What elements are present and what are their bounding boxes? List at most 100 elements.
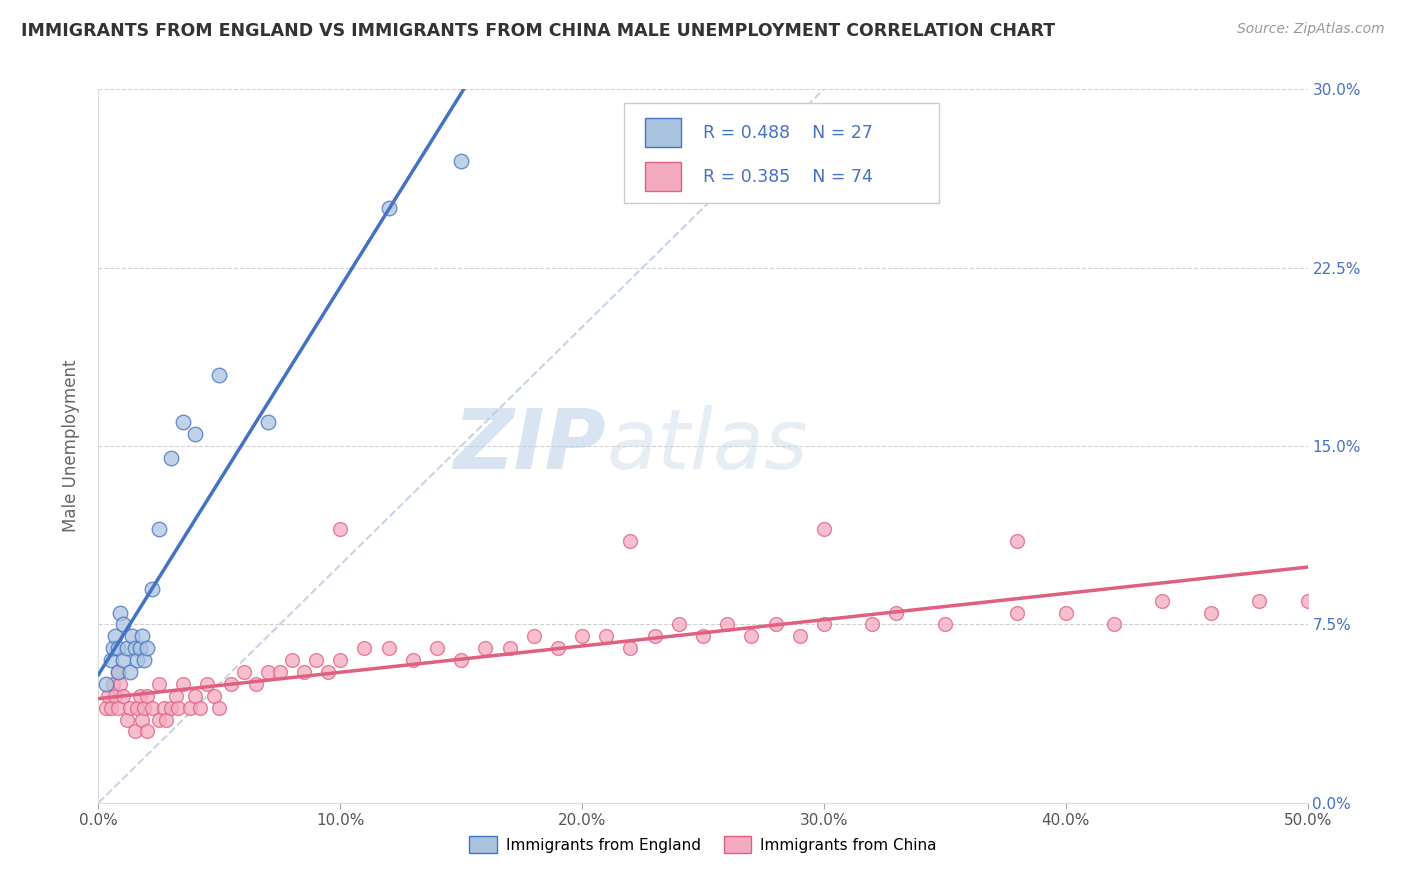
Point [100, 653, 122, 667]
Point [135, 724, 157, 739]
Point [127, 653, 149, 667]
Point [269, 665, 291, 679]
Point [167, 700, 190, 714]
Point [172, 677, 194, 691]
Legend: Immigrants from England, Immigrants from China: Immigrants from England, Immigrants from… [463, 830, 943, 859]
Point [131, 629, 153, 643]
Point [329, 653, 352, 667]
Point [128, 641, 150, 656]
Point [547, 641, 569, 656]
Point [101, 641, 124, 656]
Point [619, 641, 641, 656]
Point [179, 700, 201, 714]
Point [571, 629, 593, 643]
Point [813, 522, 835, 536]
Bar [645, 162, 682, 191]
Point [118, 700, 141, 714]
Point [221, 677, 243, 691]
Point [232, 665, 254, 679]
Point [148, 713, 170, 727]
Point [101, 677, 124, 691]
Point [94, 700, 117, 714]
Point [934, 617, 956, 632]
Y-axis label: Male Unemployment: Male Unemployment [62, 359, 80, 533]
Point [148, 677, 170, 691]
Point [141, 700, 163, 714]
Point [316, 665, 339, 679]
Point [450, 653, 472, 667]
Point [1296, 593, 1319, 607]
Point [256, 415, 278, 429]
Point [124, 641, 146, 656]
Point [195, 677, 218, 691]
Point [886, 606, 908, 620]
Point [127, 700, 149, 714]
Point [523, 629, 546, 643]
Point [165, 689, 187, 703]
Point [124, 724, 146, 739]
Point [208, 368, 231, 382]
Point [860, 617, 883, 632]
Point [1007, 534, 1029, 549]
Point [134, 700, 156, 714]
Point [184, 689, 207, 703]
Point [208, 700, 231, 714]
Point [117, 713, 139, 727]
Point [184, 427, 207, 442]
Point [107, 641, 129, 656]
Point [619, 534, 641, 549]
Point [128, 689, 150, 703]
Point [148, 522, 170, 536]
Point [204, 689, 226, 703]
Point [152, 700, 174, 714]
Point [111, 653, 134, 667]
Point [498, 641, 520, 656]
Text: IMMIGRANTS FROM ENGLAND VS IMMIGRANTS FROM CHINA MALE UNEMPLOYMENT CORRELATION C: IMMIGRANTS FROM ENGLAND VS IMMIGRANTS FR… [21, 22, 1056, 40]
Point [329, 522, 352, 536]
Point [353, 641, 375, 656]
Point [107, 700, 129, 714]
Text: Source: ZipAtlas.com: Source: ZipAtlas.com [1237, 22, 1385, 37]
Point [281, 653, 304, 667]
Point [305, 653, 328, 667]
Text: R = 0.385    N = 74: R = 0.385 N = 74 [703, 168, 873, 186]
Point [644, 629, 666, 643]
Point [107, 665, 129, 679]
FancyBboxPatch shape [624, 103, 939, 203]
Point [108, 606, 131, 620]
Point [765, 617, 787, 632]
Point [813, 617, 835, 632]
Point [118, 665, 141, 679]
Point [245, 677, 267, 691]
Point [595, 629, 617, 643]
Point [1054, 606, 1077, 620]
Point [292, 665, 315, 679]
Text: atlas: atlas [606, 406, 808, 486]
Point [450, 153, 472, 168]
Point [1102, 617, 1125, 632]
Point [117, 641, 139, 656]
Point [402, 653, 425, 667]
Point [668, 617, 690, 632]
Point [94, 677, 117, 691]
Point [131, 713, 153, 727]
Point [377, 641, 399, 656]
Text: ZIP: ZIP [454, 406, 606, 486]
Point [692, 629, 714, 643]
Point [474, 641, 496, 656]
Point [111, 689, 134, 703]
Point [121, 629, 143, 643]
Point [97, 689, 120, 703]
Point [104, 689, 127, 703]
Point [107, 665, 129, 679]
Point [1199, 606, 1222, 620]
Point [135, 689, 157, 703]
Point [108, 677, 131, 691]
Point [716, 617, 738, 632]
Point [1249, 593, 1271, 607]
Point [160, 700, 183, 714]
Point [256, 665, 278, 679]
Point [111, 617, 134, 632]
Point [141, 582, 163, 596]
Text: R = 0.488    N = 27: R = 0.488 N = 27 [703, 124, 873, 142]
